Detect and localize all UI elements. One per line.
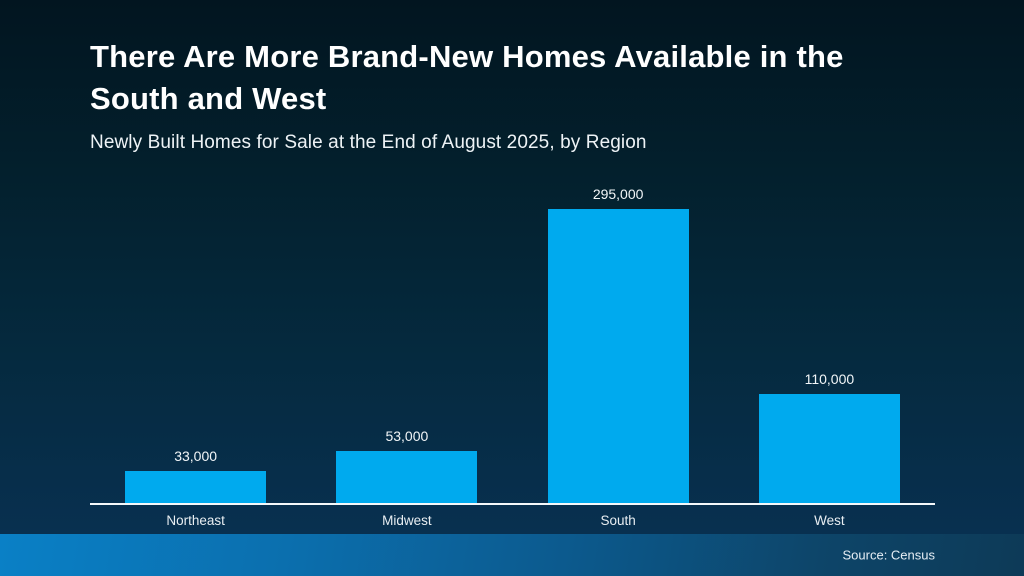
bar-value-label: 33,000: [174, 448, 218, 464]
bar-group: 295,000 South: [513, 174, 724, 528]
bar-category-label: South: [600, 513, 636, 528]
bar: [547, 209, 689, 504]
x-axis-line: [90, 503, 935, 505]
footer-band: Source: Census: [0, 534, 1024, 576]
chart-header: There Are More Brand-New Homes Available…: [90, 36, 935, 154]
bar-value-label: 295,000: [592, 186, 644, 202]
bar-value-label: 110,000: [804, 371, 855, 387]
bar-group: 110,000 West: [724, 174, 935, 528]
bar-category-label: Midwest: [382, 513, 432, 528]
bar: [336, 451, 478, 504]
source-text: Source: Census: [842, 547, 936, 563]
bar-value-label: 53,000: [385, 428, 429, 444]
bar-group: 53,000 Midwest: [301, 174, 512, 528]
chart-subtitle: Newly Built Homes for Sale at the End of…: [90, 132, 647, 154]
bar: [125, 471, 267, 504]
bar-category-label: West: [814, 513, 845, 528]
bar-group: 33,000 Northeast: [90, 174, 301, 528]
chart-title: There Are More Brand-New Homes Available…: [90, 39, 844, 117]
bar: [758, 394, 900, 504]
bar-chart: 33,000 Northeast 53,000 Midwest 295,000 South…: [90, 174, 935, 528]
bar-category-label: Northeast: [166, 513, 225, 528]
